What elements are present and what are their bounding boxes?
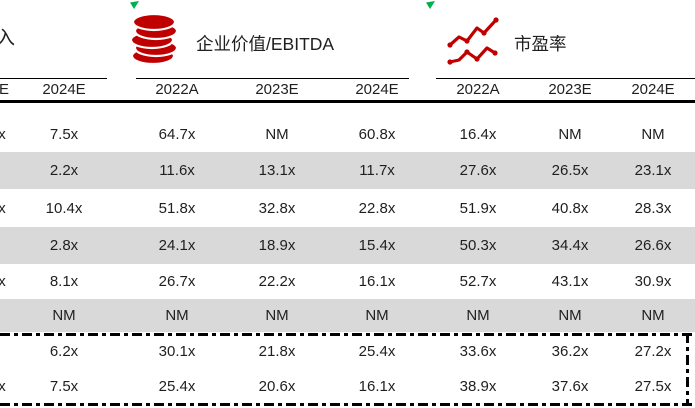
row-stripe	[0, 298, 695, 332]
summary-border-top	[0, 332, 695, 336]
value-cell: NM	[365, 307, 389, 324]
clipped-section-title-fragment: 入	[0, 28, 16, 49]
value-cell: 27.5x	[634, 378, 672, 395]
value-cell: NM	[641, 125, 665, 143]
column-header: 2022A	[456, 80, 500, 98]
value-cell: 37.6x	[551, 378, 589, 395]
value-cell: NM	[265, 307, 289, 324]
value-cell: 24.1x	[158, 237, 196, 254]
cell-flag-marker	[426, 1, 435, 9]
row-stripe	[0, 227, 695, 264]
value-cell: 51.8x	[158, 199, 196, 217]
value-cell: 20.6x	[258, 378, 296, 395]
line-chart-icon	[446, 16, 502, 73]
summary-border-bottom	[0, 402, 695, 406]
clipped-column-header-fragment: E	[0, 80, 9, 98]
value-cell: 27.6x	[459, 162, 497, 179]
value-cell: 22.8x	[358, 199, 396, 217]
value-cell: 13.1x	[258, 162, 296, 179]
summary-border-right	[686, 333, 689, 404]
value-cell: 21.8x	[258, 343, 296, 360]
value-cell: 36.2x	[551, 343, 589, 360]
value-cell: 25.4x	[358, 343, 396, 360]
value-cell: 28.3x	[634, 199, 672, 217]
value-cell: 2.8x	[49, 237, 79, 254]
column-header: 2024E	[355, 80, 399, 98]
column-header: 2024E	[631, 80, 675, 98]
clipped-value-fragment: x	[0, 378, 6, 395]
section-title-ev-ebitda: 企业价值/EBITDA	[196, 34, 335, 54]
value-cell: 7.5x	[49, 125, 79, 143]
value-cell: 32.8x	[258, 199, 296, 217]
column-header: 2023E	[255, 80, 299, 98]
header-bottom-rule	[0, 100, 695, 103]
value-cell: 27.2x	[634, 343, 672, 360]
value-cell: NM	[466, 307, 490, 324]
value-cell: NM	[558, 125, 582, 143]
value-cell: NM	[265, 125, 289, 143]
value-cell: 7.5x	[49, 378, 79, 395]
value-cell: 26.6x	[634, 237, 672, 254]
column-header: 2022A	[155, 80, 199, 98]
value-cell: 11.6x	[159, 162, 195, 179]
value-cell: 16.1x	[358, 378, 396, 395]
value-cell: NM	[165, 307, 189, 324]
value-cell: 6.2x	[49, 343, 79, 360]
value-cell: 38.9x	[459, 378, 497, 395]
clipped-value-fragment: x	[0, 272, 6, 290]
clipped-value-fragment: x	[0, 125, 6, 143]
section-title-pe: 市盈率	[514, 34, 567, 54]
value-cell: 51.9x	[459, 199, 497, 217]
value-cell: 15.4x	[358, 237, 396, 254]
value-cell: 26.7x	[158, 272, 196, 290]
value-cell: 50.3x	[459, 237, 497, 254]
column-header: 2023E	[548, 80, 592, 98]
header-top-rule	[0, 78, 107, 80]
header-top-rule	[436, 78, 695, 80]
value-cell: 18.9x	[258, 237, 296, 254]
value-cell: 16.1x	[358, 272, 396, 290]
value-cell: 33.6x	[459, 343, 497, 360]
value-cell: 64.7x	[158, 125, 196, 143]
value-cell: 40.8x	[551, 199, 589, 217]
header-top-rule	[136, 78, 409, 80]
value-cell: 23.1x	[634, 162, 672, 179]
row-stripe	[0, 152, 695, 189]
value-cell: 30.9x	[634, 272, 672, 290]
column-header: 2024E	[42, 80, 86, 98]
value-cell: 8.1x	[49, 272, 79, 290]
value-cell: 60.8x	[358, 125, 396, 143]
value-cell: 34.4x	[551, 237, 589, 254]
value-cell: 10.4x	[45, 199, 83, 217]
cell-flag-marker	[130, 1, 139, 9]
value-cell: 43.1x	[551, 272, 589, 290]
value-cell: 52.7x	[459, 272, 497, 290]
value-cell: 22.2x	[258, 272, 296, 290]
value-cell: 26.5x	[551, 162, 589, 179]
value-cell: 11.7x	[359, 162, 395, 179]
value-cell: NM	[52, 307, 76, 324]
value-cell: 2.2x	[49, 162, 79, 179]
coin-stack-icon	[129, 8, 181, 71]
value-cell: NM	[641, 307, 665, 324]
value-cell: NM	[558, 307, 582, 324]
value-cell: 16.4x	[459, 125, 497, 143]
clipped-value-fragment: x	[0, 199, 6, 217]
value-cell: 25.4x	[158, 378, 196, 395]
value-cell: 30.1x	[158, 343, 196, 360]
